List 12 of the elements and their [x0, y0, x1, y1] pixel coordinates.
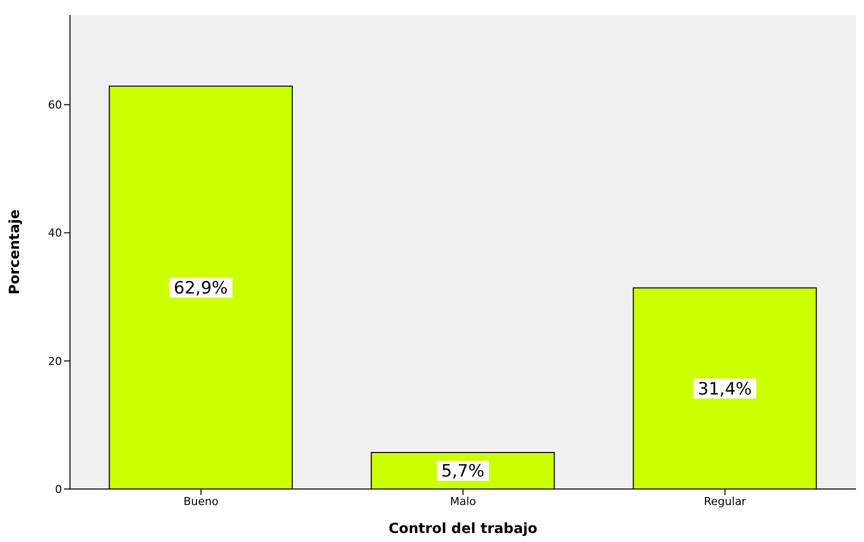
- x-tick-label: Malo: [450, 494, 476, 508]
- y-tick-label: 20: [48, 354, 62, 368]
- y-tick-label: 60: [48, 98, 62, 112]
- y-tick-label: 0: [55, 482, 62, 496]
- data-label: 62,9%: [174, 278, 228, 299]
- y-axis-title: Porcentaje: [6, 210, 23, 294]
- data-label: 5,7%: [441, 462, 484, 482]
- y-tick-label: 40: [48, 226, 62, 240]
- data-label: 31,4%: [698, 379, 752, 400]
- x-tick-label: Bueno: [184, 494, 219, 508]
- x-tick-label: Regular: [704, 494, 747, 508]
- x-axis-title: Control del trabajo: [388, 521, 538, 537]
